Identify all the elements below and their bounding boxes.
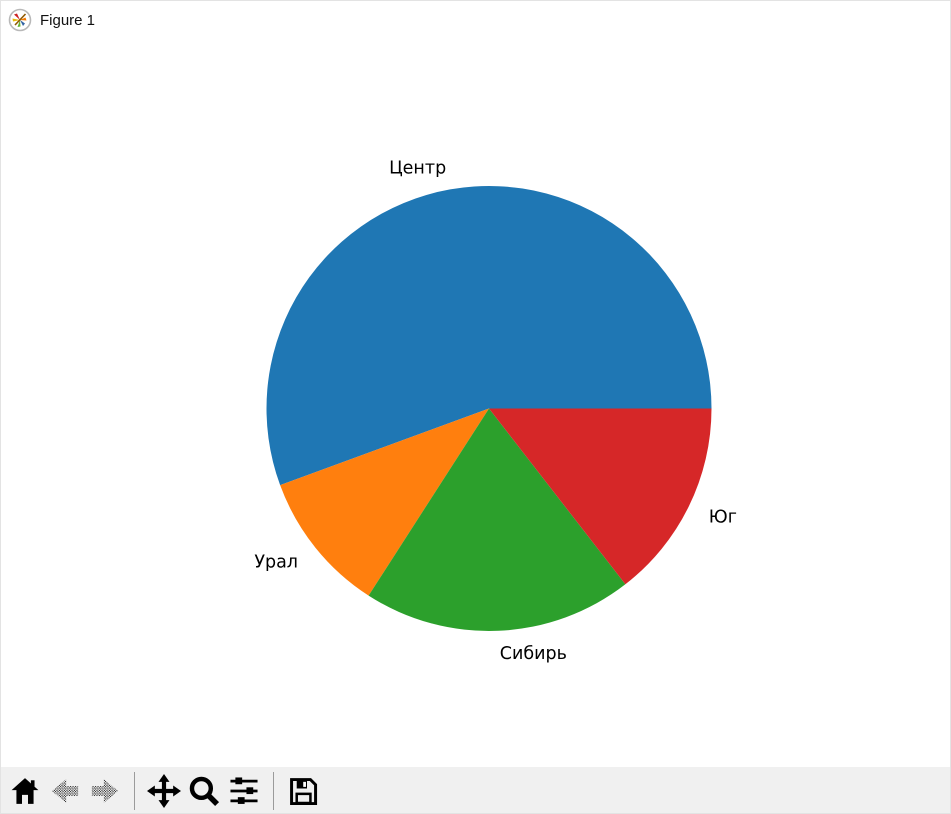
back-arrow-icon bbox=[51, 779, 79, 803]
toolbar-button-save[interactable] bbox=[284, 770, 322, 812]
pie-label: Урал bbox=[254, 553, 298, 573]
sliders-icon bbox=[230, 777, 258, 804]
title-bar[interactable]: Figure 1 bbox=[1, 1, 950, 35]
navigation-toolbar bbox=[1, 767, 950, 813]
home-icon bbox=[11, 778, 39, 804]
matplotlib-logo-icon bbox=[8, 8, 32, 32]
toolbar-button-configure-subplots[interactable] bbox=[225, 770, 263, 812]
toolbar-button-zoom[interactable] bbox=[185, 770, 223, 812]
pie-label: Сибирь bbox=[500, 644, 567, 664]
zoom-magnifier-icon bbox=[189, 776, 220, 807]
pie-label: Юг bbox=[709, 507, 737, 527]
pie-slice-Сибирь bbox=[368, 408, 626, 631]
pie-slice-Урал bbox=[280, 408, 489, 596]
pie-label: Центр bbox=[389, 159, 446, 179]
forward-arrow-icon bbox=[91, 779, 119, 803]
toolbar-separator bbox=[134, 772, 135, 810]
figure-canvas[interactable]: Центр Урал Сибирь Юг bbox=[1, 1, 951, 767]
toolbar-button-back[interactable] bbox=[46, 770, 84, 812]
pie-slice-Юг bbox=[489, 408, 712, 585]
toolbar-separator bbox=[273, 772, 274, 810]
pan-arrows-icon bbox=[147, 774, 181, 808]
save-floppy-icon bbox=[290, 778, 318, 806]
pie-slice-Центр bbox=[266, 186, 712, 486]
toolbar-button-pan[interactable] bbox=[145, 770, 183, 812]
toolbar-button-home[interactable] bbox=[6, 770, 44, 812]
window-title: Figure 1 bbox=[40, 11, 96, 29]
toolbar-button-forward[interactable] bbox=[86, 770, 124, 812]
